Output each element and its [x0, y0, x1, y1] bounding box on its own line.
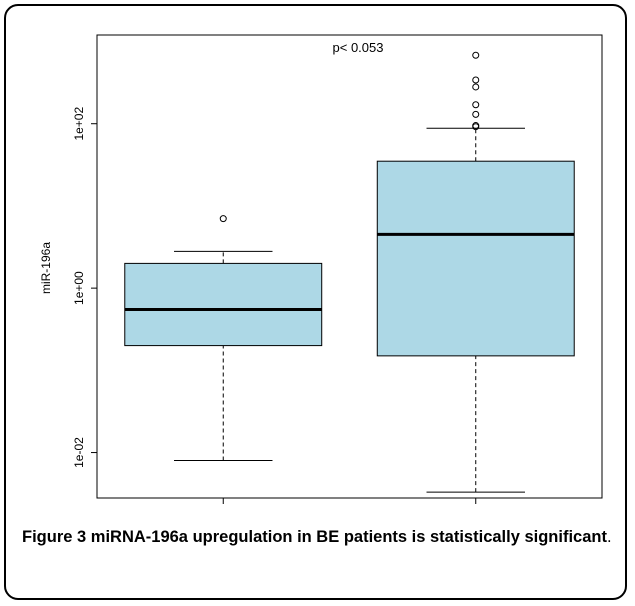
x-tick-label: control [205, 519, 241, 520]
caption-label: Figure 3 [22, 528, 87, 546]
caption-period: . [606, 528, 612, 546]
outlier-point [472, 76, 480, 84]
x-tick-label: patient [458, 519, 495, 520]
outlier-point [219, 215, 227, 223]
outlier-point [472, 110, 480, 118]
outlier-point [472, 51, 480, 59]
y-tick-label: 1e+00 [72, 271, 86, 305]
outlier-point [472, 122, 480, 130]
y-tick-label: 1e+02 [72, 107, 86, 141]
y-axis-label: miR-196a [39, 242, 53, 294]
box-patient [376, 51, 575, 493]
y-axis: 1e-02 1e+00 1e+02 [72, 107, 97, 468]
y-tick-label: 1e-02 [72, 437, 86, 468]
p-value-annotation: p< 0.053 [333, 40, 384, 55]
outlier-point [472, 101, 480, 109]
figure-caption: Figure 3 miRNA-196a upregulation in BE p… [22, 525, 612, 550]
box-iqr [124, 262, 323, 347]
outlier-point [472, 83, 480, 91]
box-control [124, 215, 323, 462]
boxes [124, 51, 575, 493]
x-axis: control patient [205, 498, 494, 520]
box-iqr [376, 160, 575, 357]
caption-title: miRNA-196a upregulation in BE patients i… [90, 528, 607, 546]
